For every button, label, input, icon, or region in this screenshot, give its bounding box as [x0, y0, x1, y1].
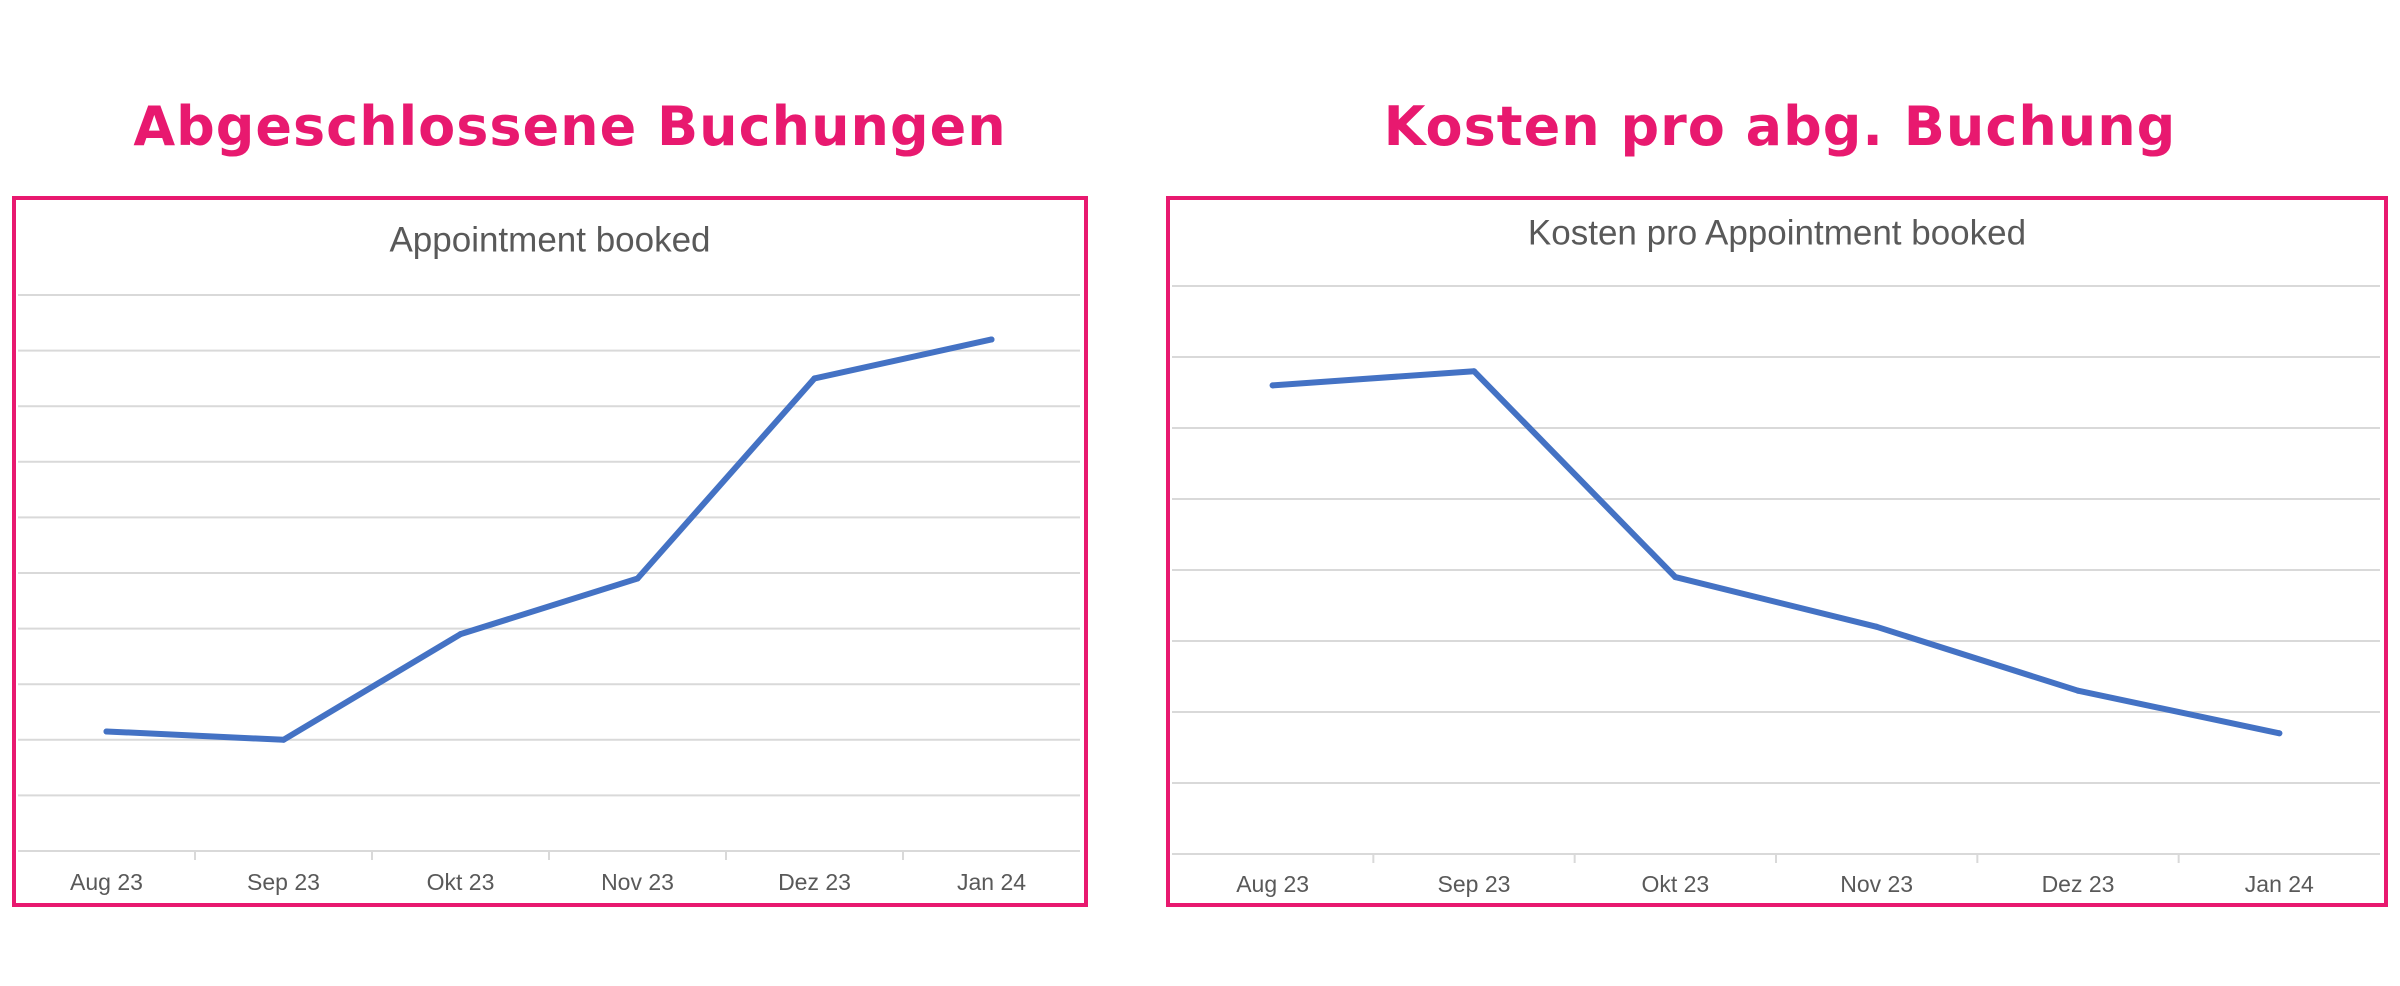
data-point	[2075, 687, 2081, 694]
heading-completed-bookings: Abgeschlossene Buchungen	[133, 95, 1007, 158]
gridlines	[1172, 285, 2380, 784]
series-line	[1269, 368, 2283, 737]
data-point	[103, 728, 110, 735]
data-point	[1873, 623, 1880, 630]
x-tick-label: Nov 23	[601, 869, 674, 895]
data-point	[1269, 382, 1276, 389]
data-point	[457, 631, 464, 638]
x-tick-label: Sep 23	[247, 869, 320, 895]
heading-cost-per-booking: Kosten pro abg. Buchung	[1383, 95, 2177, 158]
data-point	[811, 375, 818, 382]
chart-frame-cost: Kosten pro Appointment booked Aug 23 Sep 2…	[1166, 196, 2388, 907]
data-point	[2276, 730, 2283, 737]
chart-frame-appointments: Appointment booked Aug 23 Sep 23 Okt 23 Nov …	[12, 196, 1088, 907]
chart-appointments-booked: Appointment booked Aug 23 Sep 23 Okt 23 Nov …	[18, 220, 1080, 895]
x-tick-label: Okt 23	[1641, 871, 1709, 897]
x-tick-label: Dez 23	[2042, 871, 2115, 897]
chart-title: Kosten pro Appointment booked	[1528, 213, 2026, 252]
data-point	[634, 575, 641, 582]
chart-cost-per-appointment: Kosten pro Appointment booked Aug 23 Sep 2…	[1172, 213, 2380, 897]
chart-title: Appointment booked	[389, 220, 710, 259]
data-point	[1471, 368, 1477, 375]
x-tick-label: Sep 23	[1438, 871, 1511, 897]
series-line	[103, 336, 995, 743]
x-tick-label: Aug 23	[1236, 871, 1309, 897]
data-point	[988, 336, 995, 343]
data-point	[1672, 574, 1679, 581]
x-tick-label: Dez 23	[778, 869, 851, 895]
x-tick-label: Okt 23	[427, 869, 495, 895]
x-tick-label: Aug 23	[70, 869, 143, 895]
data-point	[280, 736, 287, 743]
x-tick-label: Nov 23	[1840, 871, 1913, 897]
gridlines	[18, 294, 1080, 797]
x-tick-label: Jan 24	[2245, 871, 2314, 897]
x-tick-label: Jan 24	[957, 869, 1026, 895]
